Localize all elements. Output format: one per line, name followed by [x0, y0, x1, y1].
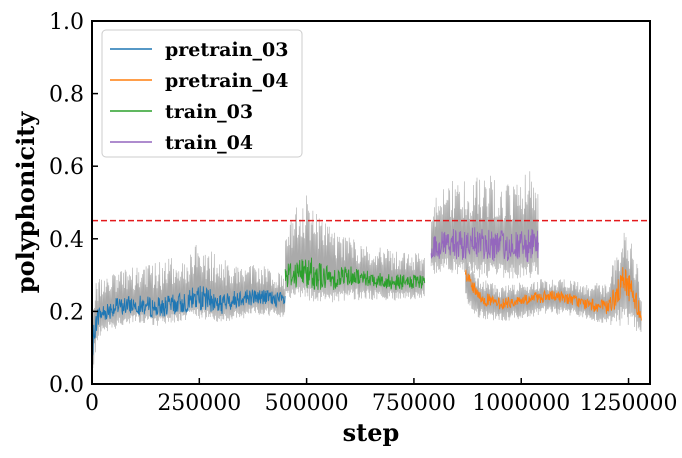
y-tick-label: 0.2	[49, 300, 84, 325]
legend-label-pretrain_04: pretrain_04	[165, 70, 288, 92]
raw-band-train_03	[284, 195, 425, 303]
legend-box	[101, 29, 303, 158]
series-line-train_04	[430, 227, 539, 263]
x-tick-label: 1250000	[580, 391, 678, 416]
legend-label-pretrain_03: pretrain_03	[165, 39, 288, 61]
y-axis-ticks: 0.0 0.2 0.4 0.6 0.8 1.0	[49, 10, 98, 398]
series-lines	[91, 227, 642, 376]
legend-label-train_03: train_03	[165, 101, 253, 123]
y-tick-label: 0.6	[49, 155, 84, 180]
series-line-pretrain_04	[464, 267, 642, 321]
x-tick-label: 0	[85, 391, 99, 416]
y-tick-label: 1.0	[49, 10, 84, 35]
y-axis-label: polyphonicity	[11, 111, 40, 293]
raw-band-train_04	[430, 171, 539, 279]
x-axis-label: step	[343, 418, 400, 447]
x-tick-label: 500000	[265, 391, 349, 416]
x-tick-label: 750000	[372, 391, 456, 416]
series-line-pretrain_03	[91, 285, 286, 376]
legend-label-train_04: train_04	[165, 132, 253, 154]
raw-band-pretrain_03	[91, 244, 286, 381]
raw-band-pretrain_04	[465, 232, 642, 333]
x-axis-ticks: 0 250000 500000 750000 1000000 1250000	[85, 378, 678, 416]
y-tick-label: 0.8	[49, 83, 84, 108]
plot-frame	[91, 20, 651, 385]
series-line-train_03	[284, 257, 426, 290]
legend: pretrain_03 pretrain_04 train_03 train_04	[101, 29, 303, 158]
x-tick-label: 1000000	[472, 391, 570, 416]
y-tick-label: 0.0	[49, 373, 84, 398]
x-tick-label: 250000	[157, 391, 241, 416]
y-tick-label: 0.4	[49, 228, 84, 253]
